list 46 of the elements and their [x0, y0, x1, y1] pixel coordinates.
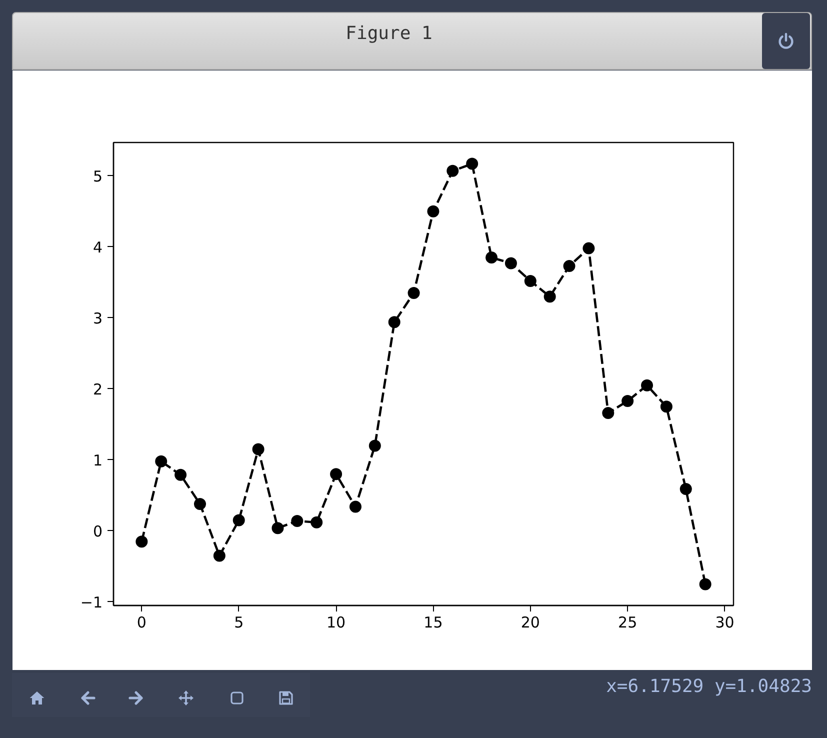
point	[563, 260, 576, 272]
text: x=6.17529 y=1.04823	[606, 676, 812, 698]
y-tick-label: 2	[92, 380, 103, 398]
point	[368, 440, 381, 452]
point	[291, 515, 304, 527]
point	[232, 514, 245, 526]
x-tick-label: 15	[424, 614, 443, 632]
point	[427, 205, 440, 218]
point	[622, 394, 634, 407]
x-tick-label: 0	[136, 614, 146, 632]
point	[680, 483, 692, 496]
point	[582, 242, 595, 254]
point	[174, 468, 187, 481]
point	[544, 290, 556, 303]
point	[602, 407, 614, 420]
y-tick-label: 3	[92, 309, 103, 328]
point	[446, 164, 459, 177]
point	[272, 522, 284, 534]
point	[310, 516, 323, 528]
x-tick-label: 30	[715, 614, 734, 632]
x-tick-label: 20	[520, 614, 540, 632]
x-tick-label: 25	[618, 614, 638, 632]
point	[699, 578, 712, 590]
point	[388, 316, 400, 328]
point	[349, 500, 362, 513]
point	[136, 536, 148, 548]
point	[155, 455, 168, 468]
y-tick-label: 5	[92, 167, 103, 186]
x-tick-label: 10	[326, 614, 346, 632]
y-tick-label: 4	[92, 238, 103, 256]
point	[408, 287, 420, 300]
point	[213, 550, 226, 562]
point	[660, 400, 672, 413]
y-tick-label: 0	[92, 522, 103, 540]
point	[486, 252, 498, 264]
point	[330, 468, 342, 480]
point	[504, 257, 517, 270]
point	[194, 498, 206, 510]
chart-title: Figure 1	[344, 23, 434, 45]
x-tick-label: 5	[234, 614, 244, 632]
y-tick-label: −1	[80, 593, 103, 612]
point	[466, 158, 478, 170]
point	[641, 379, 654, 392]
point	[252, 443, 264, 456]
y-tick-label: 1	[92, 451, 103, 470]
point	[524, 274, 536, 287]
